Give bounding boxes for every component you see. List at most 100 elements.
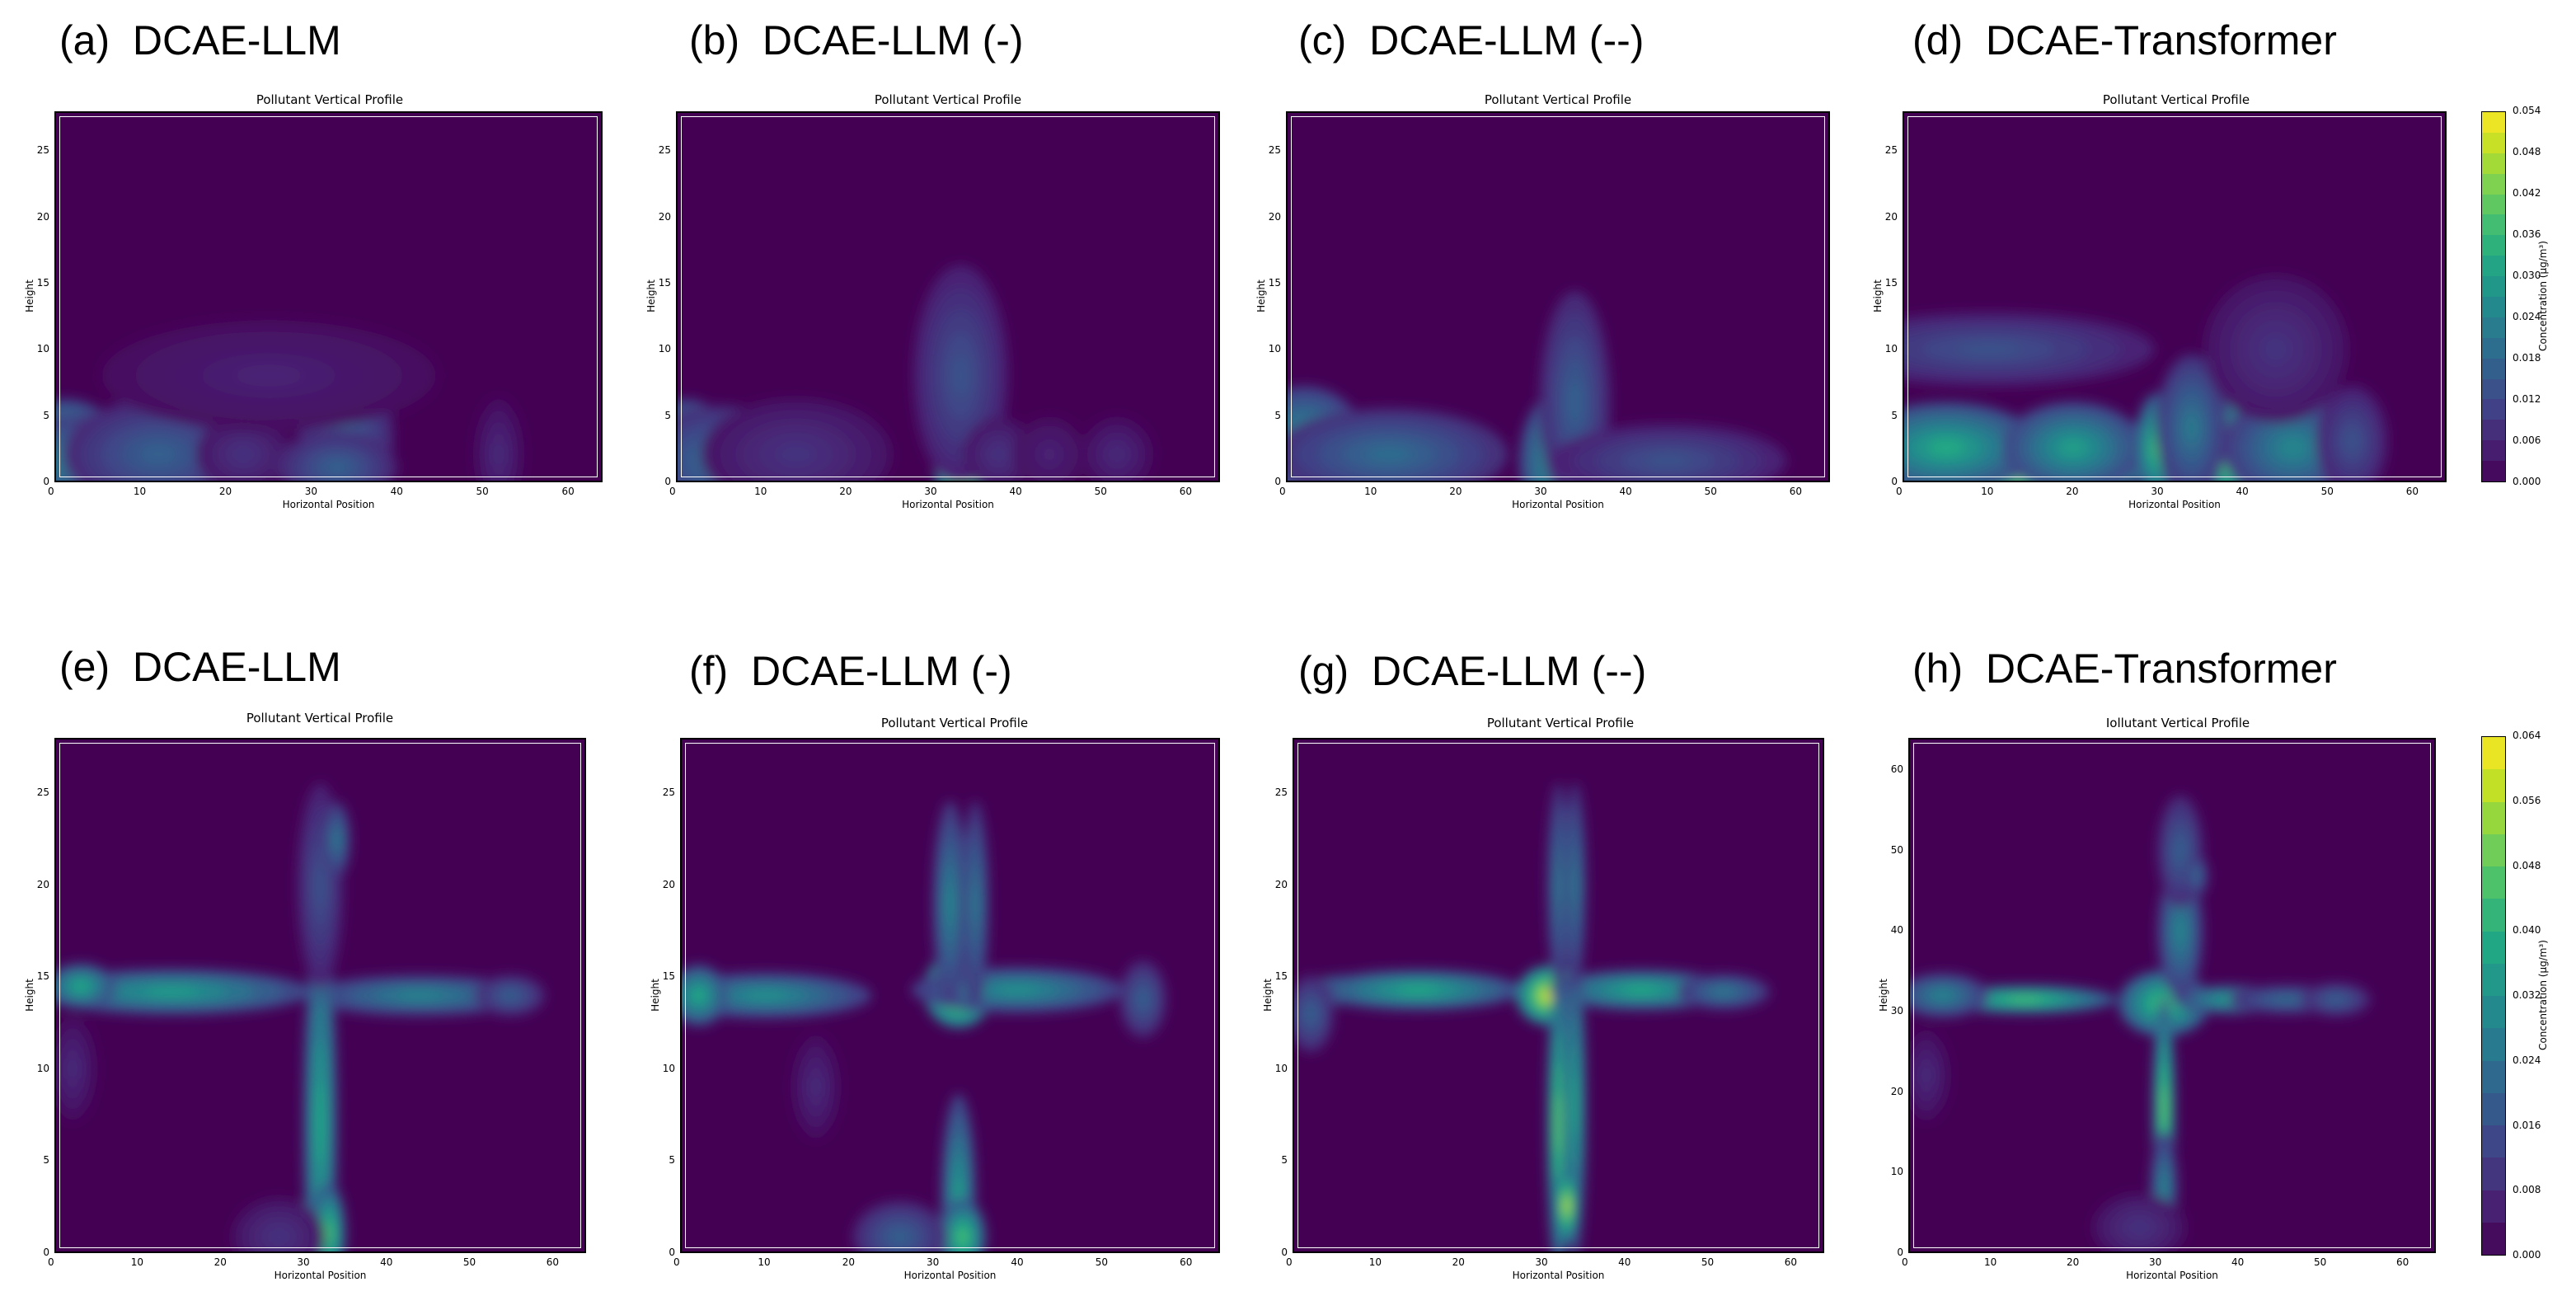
panel-f-heatmap [682,801,1166,1251]
panel-c-ytick-label: 10 [1268,343,1281,355]
panel-a-xlabel: Horizontal Position [282,499,375,510]
panel-a-blob-7-layer-4 [494,443,504,466]
panel-e-xtick-label: 40 [380,1256,393,1268]
panel-a-ytick-label: 20 [36,210,49,223]
panel-e-blob-5-layer-4 [325,1223,332,1244]
colorbar-1-band [2482,317,2505,339]
colorbar-2-band [2482,899,2505,932]
panel-d-ytick-label: 25 [1884,144,1898,157]
panel-h-heatmap [1910,795,2371,1251]
panel-c-xtick-label: 10 [1364,486,1377,497]
panel-e-xtick-label: 10 [130,1256,144,1268]
panel-g-title: Pollutant Vertical Profile [1486,716,1635,730]
panel-a-xtick-label: 10 [133,486,147,497]
colorbar-2-tick-label: 0.032 [2513,989,2541,1001]
panel-c-ytick-label: 5 [1274,409,1281,421]
panel-c-caption: (c) DCAE-LLM (--) [1298,17,1645,63]
panel-e-xtick-label: 50 [462,1256,476,1268]
panel-b-ytick-label: 25 [658,144,671,157]
panel-f-plot-area [680,738,1220,1253]
panel-c-heatmap [1288,291,1786,481]
colorbar-1-band [2482,378,2505,401]
panel-b-xtick-label: 0 [669,486,676,497]
panel-a-blob-5-layer-4 [325,460,350,475]
colorbar-1-tick-label: 0.024 [2513,311,2541,322]
panel-g-blob-10-layer-4 [1306,1006,1316,1021]
panel-b-ytick-label: 10 [658,343,671,355]
panel-b-ylabel: Height [645,279,657,312]
panel-h-blob-6-layer-4 [2161,1085,2166,1130]
panel-b-blob-2-layer-4 [777,443,815,466]
panel-h-xtick-label: 30 [2149,1256,2162,1268]
panel-e-xlabel: Horizontal Position [274,1270,367,1281]
panel-a-ytick-label: 25 [36,144,49,157]
panel-h-title: Iollutant Vertical Profile [2105,716,2250,730]
panel-g-blob-8-layer-4 [1555,865,1561,907]
panel-a-xtick-label: 30 [304,486,317,497]
colorbar-1-band [2482,214,2505,237]
colorbar-1-label: Concentration (μg/m³) [2537,241,2549,351]
panel-e-xtick-label: 0 [48,1256,54,1268]
panel-d-ytick-label: 0 [1891,476,1898,487]
colorbar-2-band [2482,1125,2505,1159]
panel-d-blob-9-layer-4 [2344,430,2359,453]
panel-c-blob-2-layer-4 [1365,444,1413,464]
panel-b-blob-4-layer-4 [950,353,970,398]
panel-a-xtick-label: 20 [218,486,232,497]
colorbar-1-band [2482,132,2505,154]
colorbar-1-tick-label: 0.006 [2513,434,2541,446]
panel-g-blob-4-layer-4 [1714,988,1734,996]
panel-h-blob-4-layer-4 [2275,996,2299,1002]
panel-d-ytick-label: 10 [1884,343,1898,355]
panel-a-ytick-label: 15 [36,276,49,289]
colorbar-2-band [2482,1028,2505,1062]
panel-e-xtick-label: 60 [546,1256,559,1268]
colorbar-2-tick-label: 0.048 [2513,859,2541,871]
colorbar-1-tick-label: 0.054 [2513,105,2541,116]
colorbar-1-band [2482,173,2505,195]
colorbar-1-tick-label: 0.030 [2513,270,2541,281]
colorbar-1-tick-label: 0.018 [2513,352,2541,364]
panel-d-heatmap [1904,275,2388,481]
panel-b-ytick-label: 0 [664,476,671,487]
panel-c-xtick-label: 30 [1534,486,1547,497]
panel-b-caption: (b) DCAE-LLM (-) [689,17,1024,63]
panel-c-title: Pollutant Vertical Profile [1484,92,1632,107]
panel-f-blob-1-layer-4 [692,989,705,1002]
panel-h-blob-11-layer-4 [1921,1066,1931,1085]
panel-h-ytick-label: 40 [1890,924,1903,937]
panel-b-ytick-label: 15 [658,276,671,289]
panel-h-blob-0-layer-4 [2006,996,2043,1002]
panel-g-plot-area [1293,738,1824,1253]
colorbar-2-band [2482,996,2505,1030]
colorbar-1-band [2482,194,2505,216]
panel-h-caption: (h) DCAE-Transformer [1912,646,2337,692]
panel-d-xlabel: Horizontal Position [2128,499,2221,510]
panel-e-blob-1-layer-4 [73,981,88,991]
panel-g-ytick-label: 25 [1274,786,1288,798]
colorbar-1-band [2482,235,2505,257]
panel-d-plot-area [1903,111,2447,482]
colorbar-2-band [2482,737,2505,771]
colorbar-1-band [2482,256,2505,277]
panel-a-ylabel: Height [24,279,35,312]
panel-g-ytick-label: 10 [1274,1062,1288,1074]
panel-e-xtick-label: 30 [297,1256,310,1268]
panel-b-xtick-label: 30 [924,486,937,497]
panel-d-blob-2-layer-4 [2058,439,2088,458]
colorbar-1-tick-label: 0.048 [2513,146,2541,157]
panel-f-ylabel: Height [650,978,661,1012]
panel-d-blob-7-layer-4 [1955,341,2022,357]
panel-c-ytick-label: 15 [1268,276,1281,289]
panel-h-blob-7-layer-4 [2161,1176,2167,1199]
colorbar-2-band [2482,769,2505,803]
panel-e-plot-area [54,738,586,1253]
panel-b-xtick-label: 10 [754,486,767,497]
colorbar-2 [2481,736,2506,1256]
panel-c-xtick-label: 20 [1449,486,1462,497]
panel-a-blob-2-layer-4 [138,443,178,466]
panel-h-xtick-label: 20 [2067,1256,2080,1268]
panel-c-ytick-label: 20 [1268,210,1281,223]
colorbar-1-band [2482,276,2505,298]
panel-c-xtick-label: 0 [1279,486,1286,497]
